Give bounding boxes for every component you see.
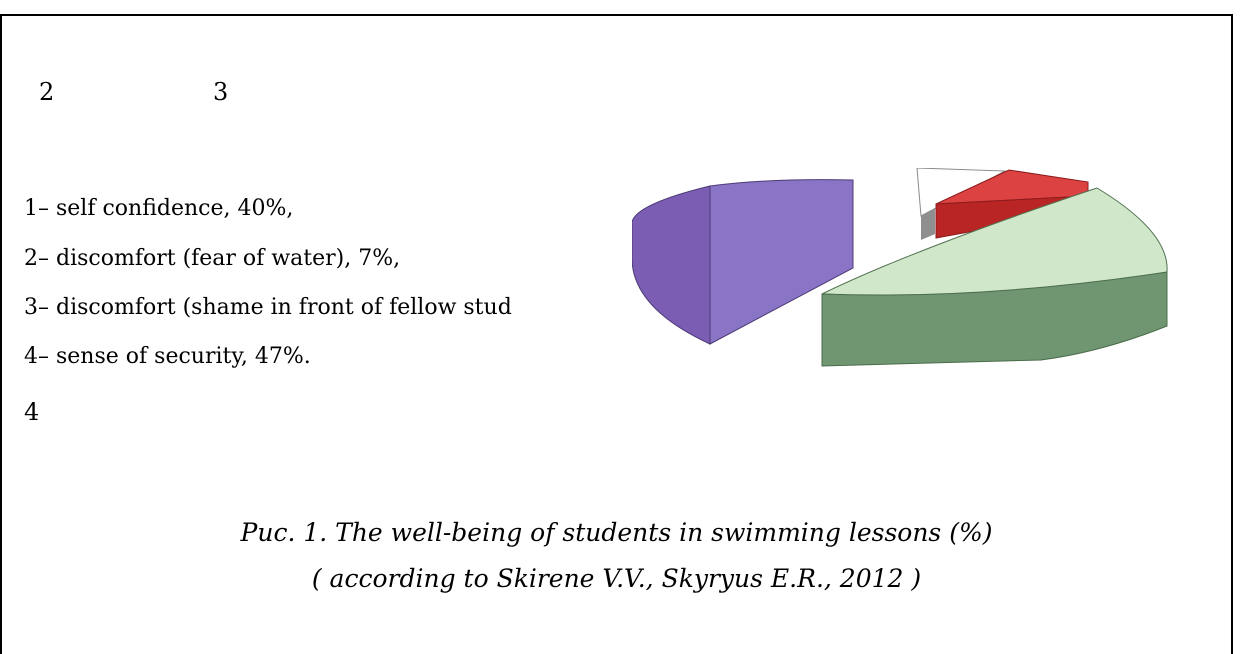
- pie-slice-white-side: [921, 208, 935, 240]
- pie-chart: [632, 168, 1172, 378]
- legend-item-4: 4– sense of security, 47%.: [24, 344, 311, 369]
- chart-caption-line-1: Рис. 1. The well-being of students in sw…: [240, 518, 993, 547]
- pie-slice-purple-side: [632, 185, 711, 345]
- legend-item-2: 2– discomfort (fear of water), 7%,: [24, 246, 401, 271]
- pie-chart-svg: [632, 168, 1168, 367]
- chart-caption-line-2: ( according to Skirene V.V., Skyryus E.R…: [311, 564, 922, 593]
- label-4: 4: [24, 398, 40, 426]
- page-frame: [0, 14, 1233, 654]
- legend-item-3: 3– discomfort (shame in front of fellow …: [24, 295, 512, 320]
- pie-slice-purple-top: [709, 179, 854, 345]
- legend-item-1: 1– self confidence, 40%,: [24, 196, 294, 221]
- label-2: 2: [39, 78, 55, 106]
- label-3: 3: [213, 78, 229, 106]
- pie-slice-green-side: [821, 271, 1168, 367]
